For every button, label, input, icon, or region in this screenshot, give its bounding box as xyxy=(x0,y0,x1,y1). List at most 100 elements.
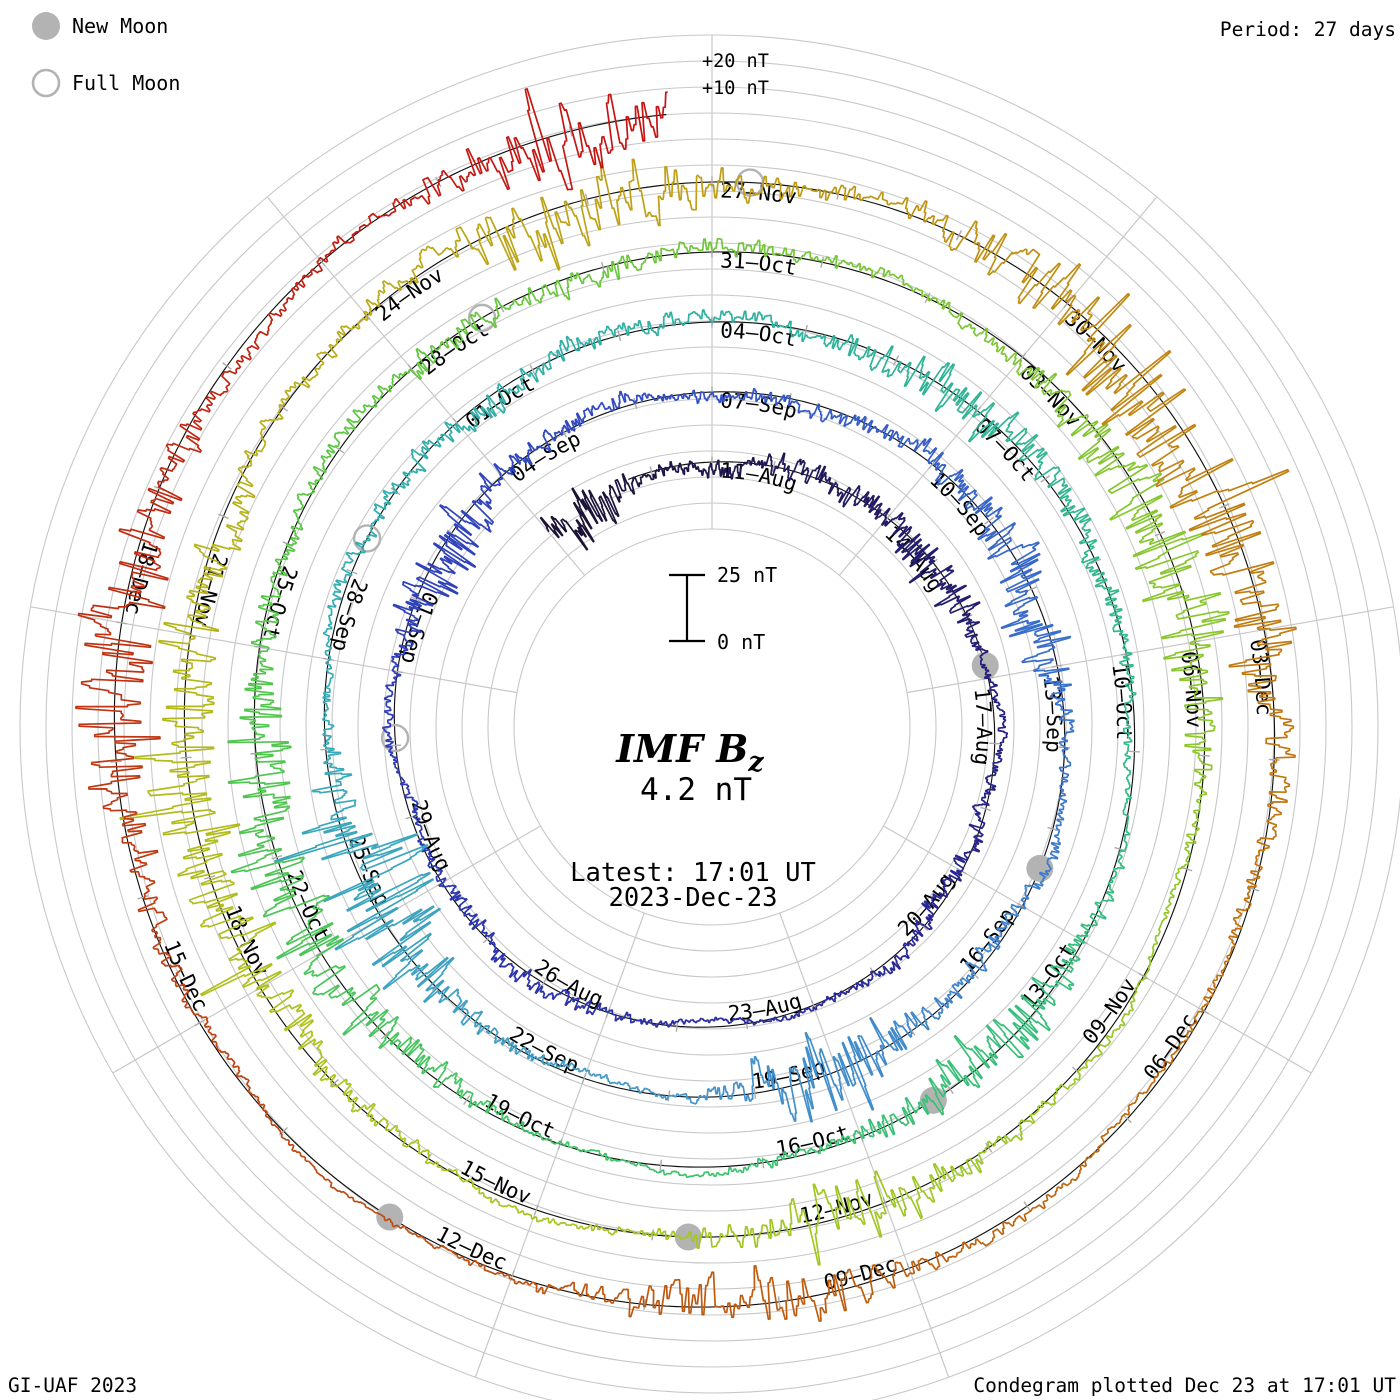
trace-segment xyxy=(631,1018,663,1028)
trace-segment xyxy=(1058,744,1072,779)
day-tick xyxy=(1219,503,1230,509)
day-tick xyxy=(1198,754,1210,757)
trace-segment xyxy=(762,314,803,338)
trace-segment xyxy=(577,1148,620,1162)
trace-segment xyxy=(87,754,143,813)
day-tick xyxy=(218,513,229,520)
scale-bar-icon xyxy=(669,573,705,643)
trace-segment xyxy=(1162,1023,1195,1071)
latest-date-label: 2023-Dec-23 xyxy=(609,883,778,913)
trace-segment xyxy=(136,467,183,528)
trace-segment xyxy=(296,463,327,507)
trace-segment xyxy=(759,452,787,477)
trace-segment xyxy=(991,692,1007,721)
trace-segment xyxy=(349,202,397,244)
day-tick xyxy=(777,1296,781,1308)
trace-segment xyxy=(485,207,561,271)
trace-segment xyxy=(964,489,1003,518)
trace-segment xyxy=(604,1006,632,1024)
trace-segment xyxy=(931,877,954,900)
trace-segment xyxy=(697,391,732,404)
trace-segment xyxy=(151,924,183,982)
trace-segment xyxy=(1131,956,1152,1003)
trace-segment xyxy=(608,473,636,503)
trace-segment xyxy=(1065,292,1132,396)
trace-segment xyxy=(75,698,161,756)
day-tick xyxy=(804,324,808,336)
trace-segment xyxy=(936,468,976,502)
trace-segment xyxy=(320,426,351,465)
trace-segment xyxy=(540,189,600,270)
trace-segment xyxy=(830,1125,875,1147)
full-moon-label: Full Moon xyxy=(72,71,180,95)
trace-segment xyxy=(1073,1043,1108,1083)
trace-segment xyxy=(795,400,824,423)
radial-scale-bar: 25 nT 0 nT xyxy=(669,563,777,654)
trace-segment xyxy=(163,585,220,635)
trace-segment xyxy=(993,994,1051,1050)
trace-segment xyxy=(573,997,607,1016)
day-tick xyxy=(1040,475,1051,483)
trace-segment xyxy=(1021,636,1071,679)
trace-segment xyxy=(377,368,425,396)
day-tick xyxy=(557,1138,563,1150)
trace-segment xyxy=(911,1162,960,1218)
trace-segment xyxy=(619,1227,670,1240)
trace-segment xyxy=(1118,818,1130,860)
trace-segment xyxy=(581,489,620,525)
day-tick xyxy=(1181,866,1193,872)
day-tick xyxy=(1199,1007,1210,1015)
trace-segment xyxy=(1119,652,1137,695)
day-tick xyxy=(1063,298,1072,309)
day-tick xyxy=(980,806,992,812)
trace-segment xyxy=(1179,674,1224,725)
day-tick xyxy=(204,875,216,880)
trace-segment xyxy=(382,705,394,739)
trace-segment xyxy=(500,1109,539,1137)
day-tick xyxy=(643,1298,646,1310)
day-tick xyxy=(116,621,128,625)
trace-segment xyxy=(1060,499,1092,538)
trace-segment xyxy=(981,666,998,694)
day-tick xyxy=(820,256,825,268)
trace-segment xyxy=(134,737,215,795)
trace-segment xyxy=(342,997,400,1050)
trace-segment xyxy=(423,979,469,1014)
trace-segment xyxy=(844,1261,900,1304)
trace-segment xyxy=(949,220,1008,276)
trace-segment xyxy=(438,880,468,909)
trace-segment xyxy=(457,1256,512,1280)
trace-segment xyxy=(118,526,169,587)
imf-bz-trace xyxy=(75,88,1297,1323)
day-tick xyxy=(581,1072,587,1084)
trace-segment xyxy=(568,1281,626,1304)
trace-segment xyxy=(1010,881,1044,910)
ring-date-label: 07–Sep xyxy=(720,389,800,424)
day-tick xyxy=(346,568,358,575)
trace-segment xyxy=(514,441,552,466)
trace-segment xyxy=(1228,650,1283,708)
trace-segment xyxy=(366,905,441,968)
full-moon-icon xyxy=(31,68,61,98)
trace-segment xyxy=(395,616,422,647)
trace-segment xyxy=(989,749,1004,777)
trace-segment xyxy=(854,191,909,213)
plus10-nt-label: +10 nT xyxy=(702,78,769,99)
ring-date-label: 10–Oct xyxy=(1107,662,1136,741)
day-tick xyxy=(745,1018,749,1030)
full-moon-marker xyxy=(352,524,382,553)
trace-segment xyxy=(542,988,578,1007)
trace-segment xyxy=(1002,1193,1054,1227)
trace-segment xyxy=(904,355,956,412)
center-readout: IMF Bz 4.2 nT Latest: 17:01 UT 2023-Dec-… xyxy=(570,726,816,913)
trace-segment xyxy=(696,167,749,204)
trace-segment xyxy=(250,636,276,680)
trace-segment xyxy=(922,437,947,482)
trace-segment xyxy=(695,1085,734,1105)
trace-segment xyxy=(680,1271,737,1319)
trace-segment xyxy=(590,1073,627,1086)
trace-segment xyxy=(683,309,725,326)
trace-segment xyxy=(1012,353,1058,394)
trace-segment xyxy=(904,1077,947,1116)
trace-segment xyxy=(893,1007,930,1050)
